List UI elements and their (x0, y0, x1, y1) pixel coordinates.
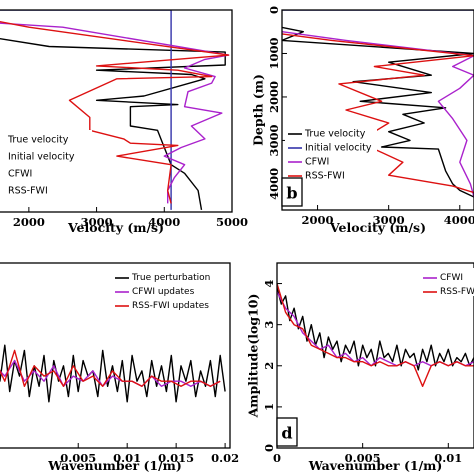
x-tick-label: 2000 (302, 213, 334, 227)
x-axis-label: Velocity (m/s) (329, 220, 426, 235)
legend-entry: CFWI updates (132, 287, 195, 297)
x-tick-label: 0.005 (60, 451, 96, 465)
series-true-line (282, 26, 474, 198)
panel-tag: d (276, 417, 298, 447)
x-tick-label: 0.01 (113, 451, 141, 465)
y-tick-label: 2 (262, 362, 276, 370)
plot-frame (281, 9, 474, 211)
panel-d: 0 0.005 0.01 0 1 2 3 4 Wavenumber (1/m) Amplitude… (246, 262, 474, 473)
legend-entry: Initial velocity (8, 152, 75, 163)
plot-frame (0, 262, 231, 449)
series-true-line (0, 344, 226, 403)
panel-c: 0.005 0.01 0.015 0.02 Wavenumber (1/m) True p… (0, 262, 239, 473)
y-tick-label: 4 (262, 280, 276, 288)
panel-b: 2000 3000 4000 0 1000 2000 3000 4000 Velocity (m… (251, 6, 474, 235)
legend-entry: CFWI (8, 169, 32, 180)
y-axis-label: Amplitude(log10) (246, 294, 261, 419)
x-tick-label: 3000 (81, 215, 113, 229)
legend-entry: RSS-FWI (8, 186, 48, 197)
legend: CFWI RSS-FWI (420, 268, 474, 297)
legend-entry: Initial velocity (305, 143, 372, 154)
y-tick-label: 1 (262, 403, 276, 411)
y-tick-label: 2000 (267, 81, 281, 113)
plot-frame (0, 9, 233, 213)
series-rss-line (282, 33, 474, 194)
panel-tag: b (281, 177, 303, 207)
x-tick-label: 0.02 (211, 451, 239, 465)
series-true-line (0, 37, 226, 211)
legend-entry: CFWI (305, 157, 329, 168)
legend-entry: RSS-FWI (305, 171, 345, 182)
y-tick-label: 3000 (267, 124, 281, 156)
y-tick-label: 1000 (267, 37, 281, 69)
x-tick-label: 2000 (13, 215, 45, 229)
x-axis-label: Velocity (m/s) (67, 220, 164, 235)
x-tick-label: 4000 (444, 213, 474, 227)
y-tick-label: 0 (262, 444, 276, 452)
x-tick-label: 0.005 (345, 451, 381, 465)
series-cfwi-line (0, 22, 230, 204)
y-tick-label: 3 (262, 321, 276, 329)
svg-text:d: d (281, 424, 292, 443)
legend-entry: True velocity (7, 135, 69, 146)
x-tick-label: 4000 (148, 215, 180, 229)
x-tick-label: 3000 (373, 213, 405, 227)
series-true-line (277, 287, 474, 371)
series-cfwi-line (277, 291, 474, 367)
x-tick-label: 0.015 (158, 451, 194, 465)
legend: True perturbation CFWI updates RSS-FWI upd… (112, 268, 227, 311)
x-tick-label: 5000 (216, 215, 248, 229)
x-axis-label: Wavenumber (1/m) (308, 458, 443, 473)
series-initial-line (0, 10, 172, 210)
series-rss-line (0, 20, 230, 204)
series-rss-line (0, 349, 221, 387)
y-axis-label: Depth (m) (251, 74, 266, 146)
legend: True velocity Initial velocity CFWI RSS-FWI (285, 124, 377, 182)
x-tick-label: 0.01 (434, 451, 462, 465)
panel-a: 2000 3000 4000 5000 Velocity (m/s) True veloc… (0, 9, 248, 235)
legend-entry: True perturbation (131, 273, 210, 283)
x-axis-label: Wavenumber (1/m) (47, 458, 182, 473)
legend-entry: CFWI (440, 273, 463, 283)
legend-entry: True velocity (304, 129, 366, 140)
y-tick-label: 4000 (267, 168, 281, 200)
legend: True velocity Initial velocity CFWI RSS-FWI (2, 130, 92, 200)
legend-entry: RSS-FWI (440, 287, 474, 297)
series-cfwi-line (0, 359, 221, 387)
y-tick-label: 0 (267, 6, 281, 14)
svg-text:b: b (286, 184, 297, 203)
plot-frame (276, 262, 474, 449)
legend-entry: RSS-FWI updates (132, 301, 209, 311)
series-rss-line (277, 283, 474, 387)
x-tick-label: 0 (273, 451, 281, 465)
